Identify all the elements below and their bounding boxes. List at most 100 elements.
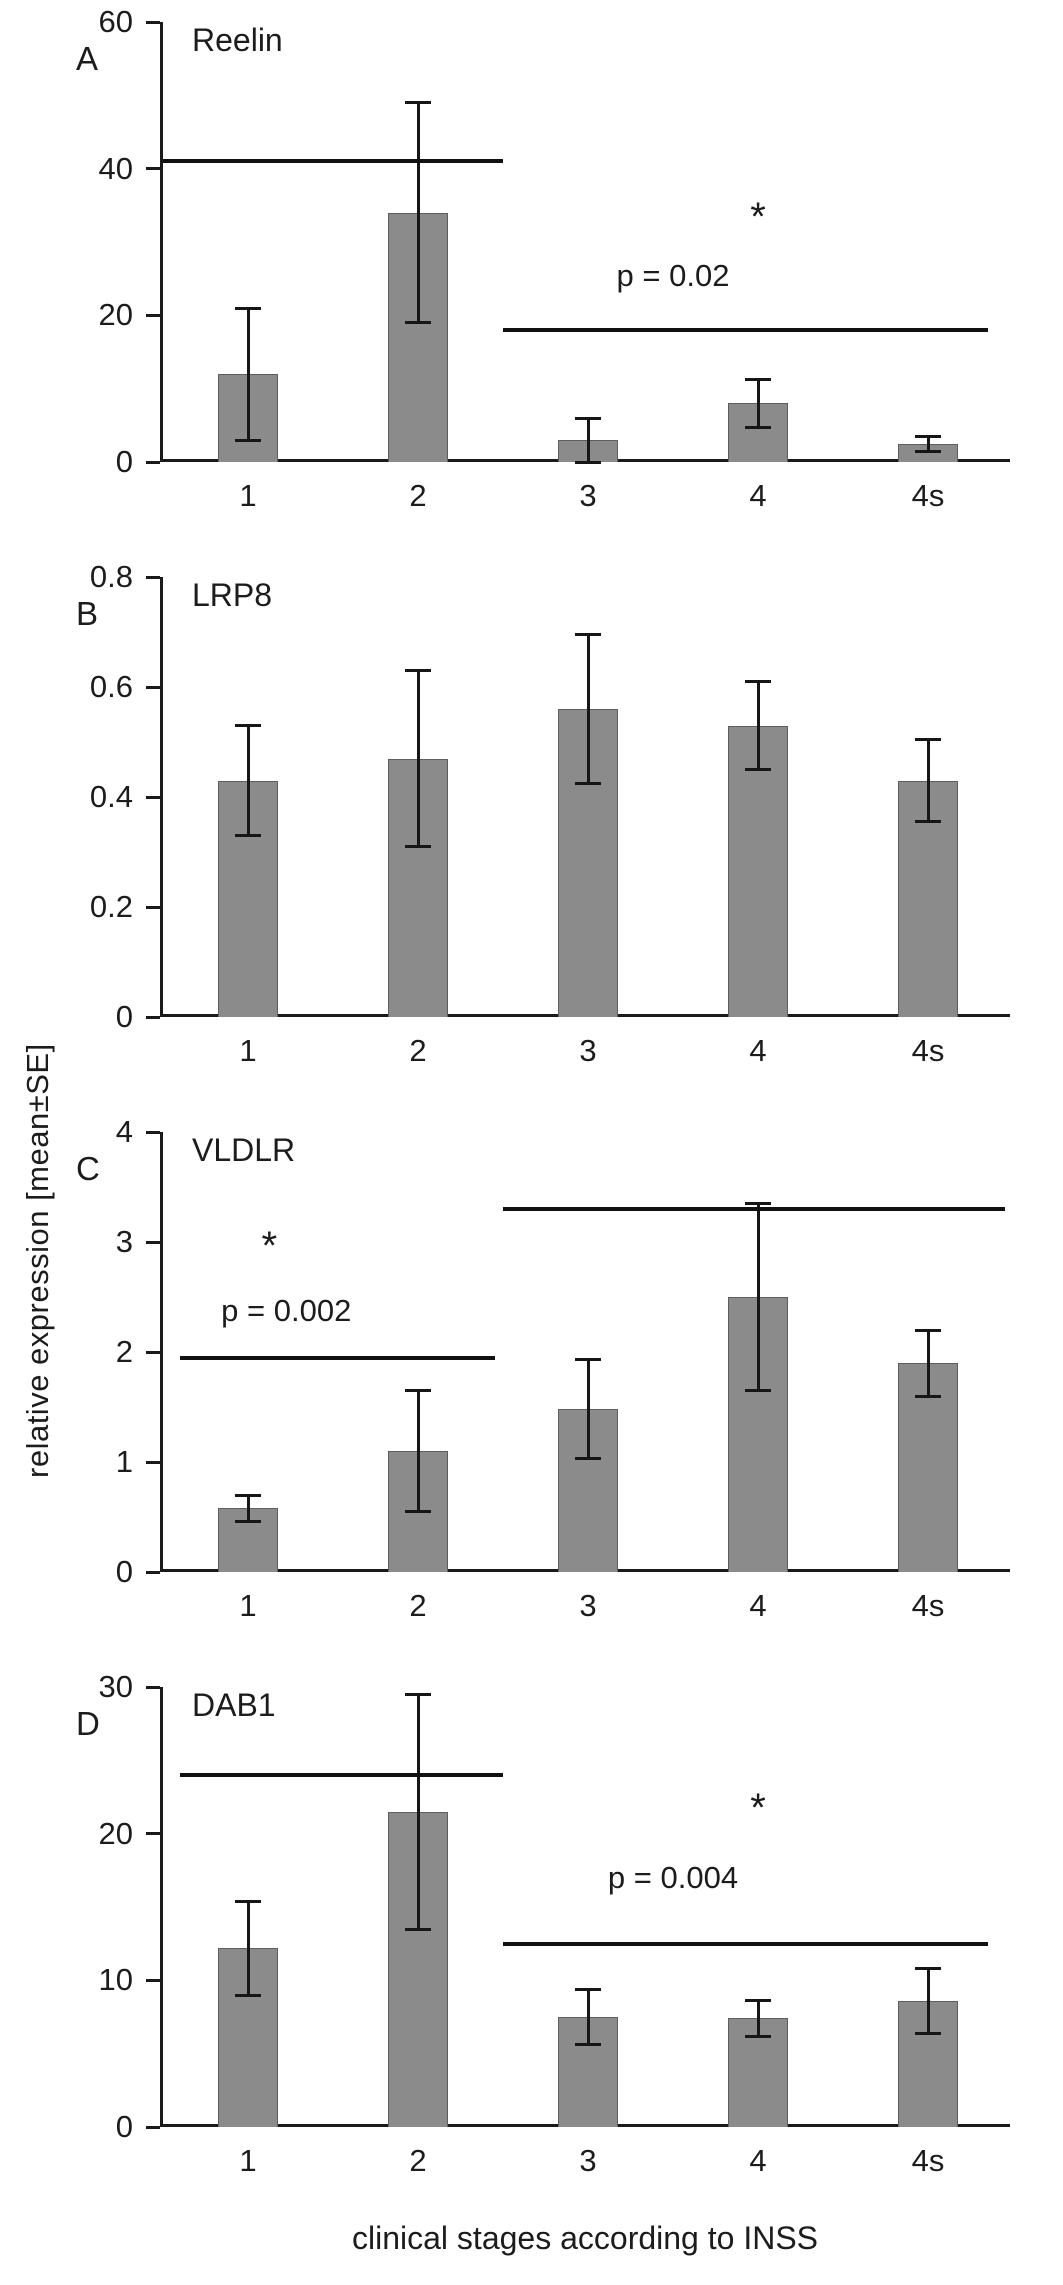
error-bar-line: [926, 739, 930, 822]
error-bar-line: [416, 1390, 420, 1512]
error-bar-cap-top: [745, 1999, 771, 2003]
significance-line: [163, 159, 503, 164]
y-tick-mark: [146, 575, 160, 579]
panel-c-plot: 0 1 2 3 4 1 2 3 4 4s * p = 0.002: [116, 1114, 1010, 1623]
x-tick-label: 3: [579, 2143, 597, 2178]
y-tick-label: 20: [98, 297, 133, 333]
panel-a-title: Reelin: [192, 22, 283, 58]
x-axis-label: clinical stages according to INSS: [352, 2220, 818, 2256]
y-tick-label: 0: [115, 2109, 133, 2144]
significance-star: *: [750, 194, 766, 239]
y-tick-label: 0.2: [89, 889, 133, 924]
x-tick-label: 4: [749, 1588, 767, 1623]
error-bar-cap-bottom: [405, 1927, 431, 1931]
y-tick-mark: [146, 795, 160, 799]
x-tick-label: 2: [409, 1033, 427, 1068]
panel-a: A Reelin 0 20 40 60 1 2 3 4 4s * p = 0.02: [0, 0, 1063, 555]
x-tick-label: 3: [579, 1033, 597, 1068]
y-tick-mark: [146, 460, 160, 464]
panel-a-plot: 0 20 40 60 1 2 3 4 4s * p = 0.02: [99, 4, 1010, 513]
error-bar-line: [926, 1968, 930, 2034]
y-tick-label: 0: [115, 999, 133, 1034]
bar: [898, 1363, 958, 1572]
error-bar-line: [416, 102, 420, 323]
y-tick-mark: [146, 313, 160, 317]
x-tick-label: 2: [409, 478, 427, 513]
error-bar-cap-top: [575, 416, 601, 420]
error-bar-cap-bottom: [235, 1519, 261, 1523]
significance-line: [180, 1355, 495, 1360]
y-tick-mark: [146, 1570, 160, 1574]
panel-d-letter: D: [76, 1705, 100, 1742]
x-tick-label: 3: [579, 1588, 597, 1623]
significance-line: [180, 1773, 503, 1777]
error-bar-cap-bottom: [405, 321, 431, 325]
panel-d: D DAB1 0 10 20 30 1 2 3 4 4s * p = 0.004: [0, 1665, 1063, 2220]
error-bar-line: [586, 634, 590, 784]
y-tick-label: 1: [115, 1444, 133, 1479]
error-bar-cap-top: [405, 101, 431, 105]
error-bar-cap-bottom: [745, 426, 771, 430]
error-bar-line: [416, 1694, 420, 1929]
x-tick-label: 2: [409, 1588, 427, 1623]
error-bar-cap-top: [575, 1987, 601, 1991]
error-bar-cap-top: [915, 737, 941, 741]
p-value-label: p = 0.004: [607, 1860, 739, 1896]
p-value-label: p = 0.02: [616, 257, 730, 293]
error-bar-cap-bottom: [575, 1457, 601, 1461]
significance-line: [503, 1941, 988, 1946]
y-tick-mark: [146, 2125, 160, 2129]
x-tick-label: 1: [239, 1588, 257, 1623]
significance-line: [503, 328, 988, 332]
error-bar-cap-bottom: [575, 2043, 601, 2047]
y-tick-mark: [146, 1460, 160, 1464]
error-bar-line: [586, 1359, 590, 1459]
x-tick-label: 3: [579, 478, 597, 513]
y-tick-label: 0.8: [89, 559, 133, 594]
x-tick-label: 4s: [911, 478, 945, 513]
y-tick-label: 30: [98, 1669, 133, 1704]
y-tick-label: 0: [115, 1554, 133, 1589]
significance-star: *: [261, 1224, 278, 1268]
y-tick-label: 4: [115, 1114, 133, 1149]
x-tick-label: 1: [239, 2143, 257, 2178]
error-bar-cap-top: [745, 680, 771, 683]
error-bar-line: [756, 379, 760, 428]
error-bar-cap-top: [405, 1389, 431, 1392]
error-bar-line: [926, 1330, 930, 1396]
y-tick-label: 0.6: [89, 669, 133, 704]
y-tick-mark: [146, 1978, 160, 1982]
error-bar-line: [586, 418, 590, 462]
y-tick-label: 3: [115, 1224, 133, 1259]
y-tick-label: 60: [98, 4, 133, 39]
error-bar-cap-bottom: [915, 820, 941, 824]
error-bar-cap-bottom: [575, 781, 601, 785]
y-tick-mark: [146, 685, 160, 689]
error-bar-cap-bottom: [915, 1394, 941, 1398]
error-bar-line: [926, 436, 930, 451]
error-bar-cap-top: [745, 377, 771, 381]
error-bar-cap-top: [235, 1493, 261, 1497]
y-tick-mark: [146, 905, 160, 909]
error-bar-cap-bottom: [405, 1510, 431, 1513]
p-value-label: p = 0.002: [221, 1292, 352, 1328]
error-bar-cap-bottom: [745, 768, 771, 771]
error-bar-cap-bottom: [915, 449, 941, 453]
y-tick-mark: [146, 1832, 160, 1836]
error-bar-cap-top: [405, 1692, 431, 1696]
panel-c-title: VLDLR: [192, 1132, 296, 1168]
y-tick-label: 0.4: [89, 779, 133, 814]
error-bar-cap-bottom: [745, 1389, 771, 1392]
error-bar-cap-top: [235, 306, 261, 310]
y-tick-mark: [146, 167, 160, 171]
x-tick-label: 4s: [911, 1033, 945, 1068]
x-tick-label: 4: [749, 2143, 767, 2178]
error-bar-cap-top: [405, 669, 431, 672]
panel-c-letter: C: [76, 1150, 100, 1187]
y-tick-mark: [146, 1130, 160, 1134]
error-bar-line: [756, 1203, 760, 1391]
panel-a-letter: A: [76, 40, 99, 77]
panel-b-letter: B: [76, 595, 99, 632]
error-bar-cap-top: [235, 1899, 261, 1903]
